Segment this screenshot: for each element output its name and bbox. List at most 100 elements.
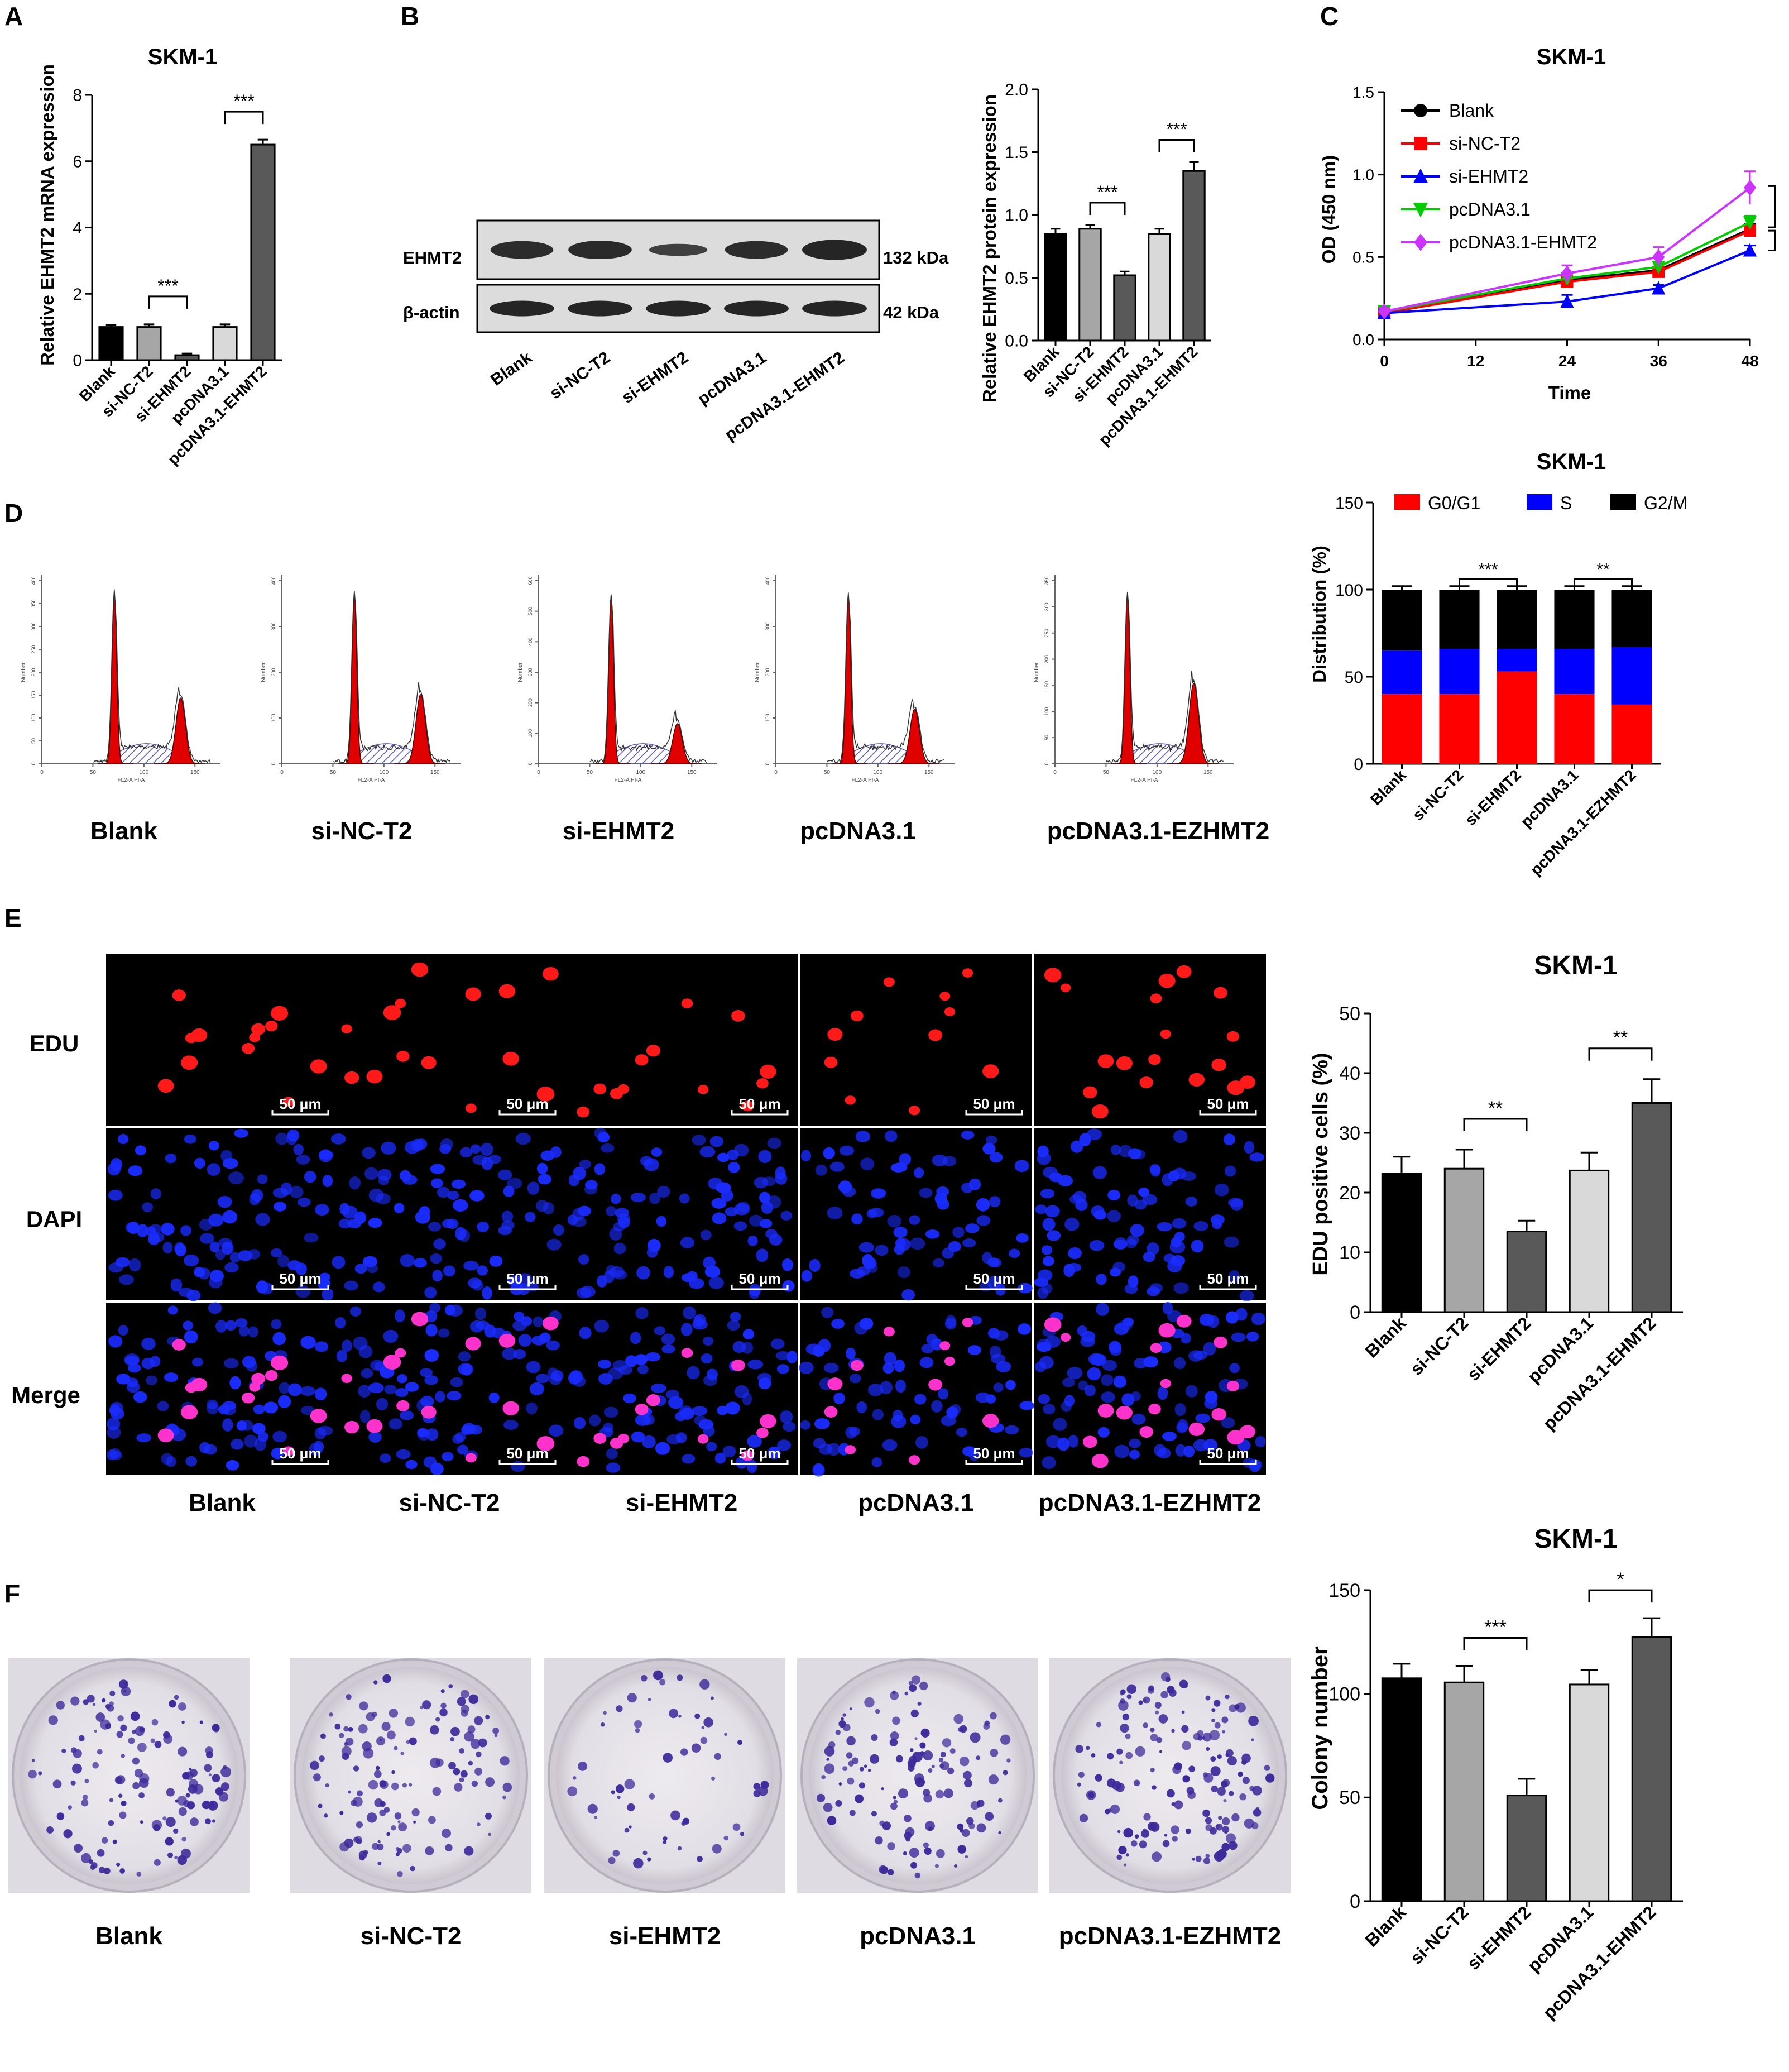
y-tick-label: 10 — [1339, 1242, 1360, 1264]
colony — [381, 1722, 391, 1731]
dapi-nucleus — [194, 1267, 206, 1278]
dapi-nucleus — [594, 1163, 606, 1175]
colony — [732, 1823, 741, 1831]
edu-nucleus — [697, 1084, 709, 1094]
dapi-nucleus — [451, 1179, 466, 1189]
colony — [898, 1788, 909, 1799]
dapi-nucleus — [884, 1130, 898, 1142]
dapi-nucleus — [931, 1400, 943, 1413]
merge-nucleus — [1158, 1323, 1176, 1338]
dapi-nucleus — [1195, 1413, 1211, 1423]
flow-s-phase — [113, 743, 180, 764]
dapi-nucleus — [228, 1171, 244, 1185]
y-tick-label: 30 — [1339, 1123, 1360, 1144]
colony — [1160, 1672, 1171, 1682]
y-tick-label: 8 — [73, 87, 82, 105]
dapi-nucleus — [635, 1414, 651, 1426]
dapi-nucleus — [573, 1376, 586, 1387]
colony — [587, 1803, 598, 1814]
colony — [1135, 1746, 1145, 1757]
colony — [185, 1793, 190, 1798]
colony — [128, 1737, 135, 1744]
colony — [409, 1737, 417, 1745]
series-line — [1384, 221, 1750, 313]
flow-y-tick-label: 500 — [527, 607, 533, 615]
panel-letter-b: B — [401, 2, 419, 31]
colony — [889, 1738, 898, 1746]
colony — [318, 1803, 323, 1808]
dapi-nucleus — [419, 1206, 430, 1218]
merge-nucleus — [760, 1414, 776, 1428]
dapi-nucleus — [1088, 1353, 1104, 1366]
colony — [474, 1716, 483, 1725]
colony — [193, 1784, 204, 1795]
dapi-nucleus — [694, 1415, 706, 1425]
dapi-nucleus — [467, 1277, 482, 1289]
dapi-nucleus — [482, 1286, 492, 1300]
dapi-nucleus — [1173, 1282, 1189, 1294]
colony — [914, 1773, 924, 1784]
significance-bracket — [1588, 1589, 1653, 1603]
x-tick-label: Blank — [1361, 1902, 1409, 1950]
dapi-nucleus — [1162, 1173, 1173, 1186]
colony — [165, 1837, 174, 1846]
dapi-nucleus — [1126, 1234, 1140, 1245]
colony — [701, 1726, 704, 1729]
dapi-nucleus — [553, 1224, 564, 1236]
dapi-nucleus — [1205, 1391, 1218, 1403]
dapi-nucleus — [734, 1385, 749, 1398]
colony — [947, 1767, 955, 1774]
scale-bar-label: 50 μm — [973, 1445, 1015, 1462]
dapi-nucleus — [597, 1275, 607, 1288]
dapi-nucleus — [749, 1284, 761, 1296]
dapi-nucleus — [1077, 1325, 1088, 1336]
dapi-nucleus — [985, 1394, 996, 1404]
merge-nucleus — [1176, 1314, 1192, 1328]
dapi-nucleus — [400, 1253, 415, 1267]
dapi-nucleus — [438, 1328, 450, 1338]
colony — [753, 1783, 761, 1791]
colony — [710, 1696, 714, 1700]
x-tick-label: Blank — [1367, 766, 1409, 808]
dapi-nucleus — [849, 1269, 865, 1279]
colony — [1188, 1765, 1196, 1773]
dapi-nucleus — [728, 1161, 740, 1173]
dapi-nucleus — [223, 1358, 239, 1368]
blot-row-label-actin: β-actin — [403, 303, 460, 322]
dapi-nucleus — [549, 1374, 562, 1385]
colony — [663, 1836, 668, 1841]
dapi-nucleus — [236, 1420, 247, 1431]
dapi-nucleus — [594, 1319, 609, 1333]
dapi-nucleus — [383, 1329, 399, 1343]
colony — [1211, 1708, 1216, 1712]
colony — [1122, 1713, 1129, 1721]
dapi-nucleus — [536, 1374, 550, 1384]
dapi-nucleus — [617, 1213, 630, 1225]
dapi-nucleus — [727, 1320, 740, 1331]
y-tick-label: 150 — [1335, 494, 1363, 513]
bar — [250, 143, 276, 361]
dapi-nucleus — [275, 1132, 289, 1145]
dapi-nucleus — [1014, 1160, 1029, 1173]
dapi-nucleus — [297, 1197, 311, 1207]
colony — [1210, 1827, 1217, 1835]
colony — [983, 1723, 990, 1730]
dapi-nucleus — [845, 1426, 857, 1439]
colony — [1171, 1825, 1179, 1834]
dapi-nucleus — [498, 1226, 512, 1236]
dapi-nucleus — [108, 1189, 123, 1201]
dapi-nucleus — [399, 1170, 411, 1181]
colony — [121, 1686, 131, 1697]
dapi-nucleus — [1068, 1435, 1079, 1448]
dapi-nucleus — [370, 1360, 385, 1371]
colony — [887, 1842, 896, 1850]
marker-diamond — [1561, 265, 1574, 282]
colony — [52, 1779, 62, 1789]
colony — [677, 1846, 682, 1851]
dapi-nucleus — [910, 1237, 925, 1250]
dapi-nucleus — [249, 1193, 260, 1205]
colony — [904, 1691, 909, 1696]
colony — [334, 1723, 341, 1730]
colony — [442, 1829, 451, 1839]
